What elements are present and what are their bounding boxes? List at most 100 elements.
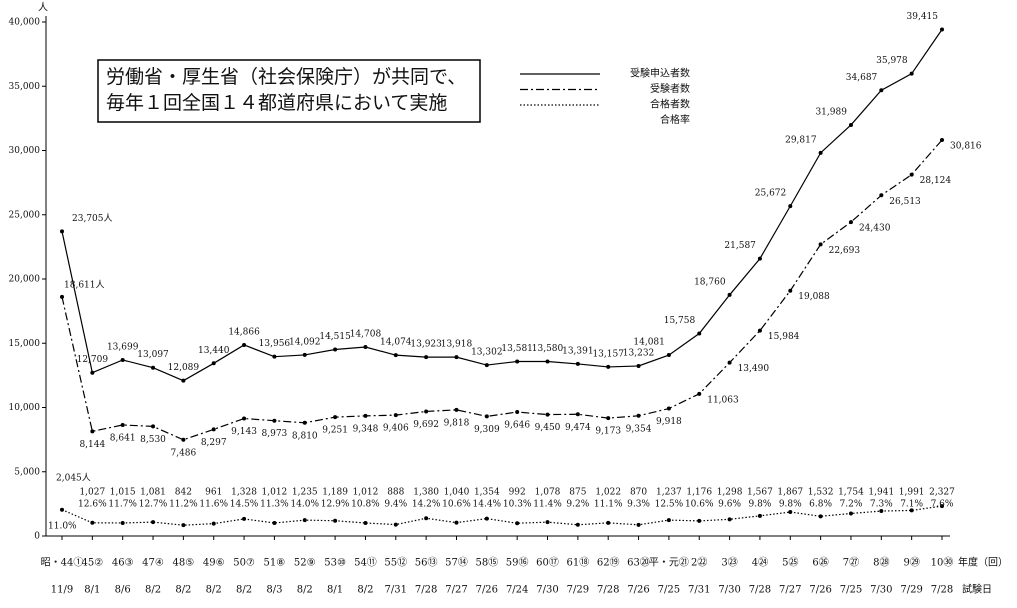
point bbox=[636, 522, 641, 527]
point bbox=[727, 360, 732, 365]
point bbox=[606, 364, 611, 369]
value-label: 1,567 bbox=[747, 488, 773, 498]
point bbox=[151, 520, 156, 525]
value-label: 992 bbox=[509, 488, 526, 498]
value-label: 39,415 bbox=[907, 12, 939, 22]
point bbox=[424, 516, 429, 521]
value-label: 1,380 bbox=[413, 488, 439, 498]
date-label: 7/29 bbox=[567, 585, 589, 596]
value-label: 13,490 bbox=[738, 364, 770, 374]
value-label: 1,354 bbox=[474, 488, 500, 498]
value-label: 9,309 bbox=[474, 425, 500, 435]
legend-label: 受験申込者数 bbox=[630, 67, 690, 80]
value-label: 961 bbox=[205, 488, 222, 498]
value-label: 22,693 bbox=[829, 246, 861, 256]
value-label: 1,012 bbox=[262, 488, 288, 498]
value-label: 1,328 bbox=[231, 488, 257, 498]
point bbox=[818, 242, 823, 247]
point bbox=[484, 414, 489, 419]
date-label: 8/1 bbox=[327, 585, 343, 596]
point bbox=[484, 363, 489, 368]
series-line bbox=[61, 505, 943, 526]
point bbox=[848, 511, 853, 516]
x-tick-label: 2㉒ bbox=[691, 557, 707, 569]
value-label: 12.7% bbox=[139, 500, 168, 510]
value-label: 9,143 bbox=[231, 427, 257, 437]
value-label: 8,973 bbox=[262, 429, 288, 439]
point bbox=[454, 355, 459, 360]
value-label: 875 bbox=[569, 488, 586, 498]
y-tick-label: 5,000 bbox=[14, 467, 40, 477]
value-label: 9.6% bbox=[718, 500, 741, 510]
point bbox=[211, 521, 216, 526]
legend-label: 合格者数 bbox=[650, 98, 690, 111]
value-label: 23,705人 bbox=[72, 213, 113, 224]
point bbox=[666, 353, 671, 358]
x-tick-label: 9㉙ bbox=[903, 557, 919, 569]
value-label: 28,124 bbox=[920, 176, 952, 186]
point bbox=[120, 357, 125, 362]
value-label: 18,611人 bbox=[64, 279, 105, 290]
point bbox=[879, 88, 884, 93]
y-tick-label: 20,000 bbox=[9, 275, 41, 285]
date-label: 8/3 bbox=[266, 585, 282, 596]
y-unit: 人 bbox=[38, 2, 48, 14]
value-label: 11,063 bbox=[707, 395, 739, 405]
value-label: 24,430 bbox=[859, 224, 891, 234]
series-line bbox=[61, 139, 943, 441]
value-label: 8,810 bbox=[292, 431, 318, 441]
value-label: 7.1% bbox=[900, 500, 923, 510]
date-label: 7/25 bbox=[658, 585, 680, 596]
point bbox=[424, 355, 429, 360]
point bbox=[606, 520, 611, 525]
value-label: 13,923 bbox=[410, 340, 442, 350]
point bbox=[302, 352, 307, 357]
point bbox=[151, 424, 156, 429]
point bbox=[90, 370, 95, 375]
value-label: 13,232 bbox=[623, 348, 655, 358]
point bbox=[333, 347, 338, 352]
series-line bbox=[61, 29, 943, 382]
x-tick-label: 46③ bbox=[112, 558, 134, 569]
value-label: 14,074 bbox=[380, 338, 412, 348]
value-label: 13,699 bbox=[107, 342, 139, 352]
x-tick-label: 62⑲ bbox=[597, 557, 620, 569]
x-tick-label: 5㉕ bbox=[782, 557, 798, 569]
point bbox=[575, 361, 580, 366]
annotation: 毎年１回全国１４都道府県において実施 bbox=[106, 92, 447, 114]
date-label: 8/2 bbox=[236, 585, 252, 596]
point bbox=[788, 288, 793, 293]
date-label: 7/26 bbox=[627, 585, 649, 596]
point bbox=[272, 354, 277, 359]
value-label: 29,817 bbox=[785, 135, 817, 145]
date-label: 7/30 bbox=[718, 585, 740, 596]
value-label: 9,646 bbox=[504, 421, 530, 431]
value-label: 12.5% bbox=[655, 500, 684, 510]
x-tick-label: 52⑨ bbox=[294, 558, 316, 569]
x-tick-label: 51⑧ bbox=[264, 558, 286, 569]
point bbox=[757, 513, 762, 518]
point bbox=[242, 516, 247, 521]
date-label: 8/2 bbox=[357, 585, 373, 596]
date-label: 8/1 bbox=[84, 585, 100, 596]
point bbox=[515, 359, 520, 364]
x-tick-label: 6㉖ bbox=[812, 557, 828, 569]
annotation-box bbox=[97, 59, 481, 123]
value-label: 11.2% bbox=[169, 500, 198, 510]
point bbox=[727, 292, 732, 297]
value-label: 1,532 bbox=[808, 488, 834, 498]
value-label: 9,251 bbox=[322, 426, 348, 436]
date-label: 7/31 bbox=[688, 585, 710, 596]
value-label: 13,956 bbox=[259, 339, 291, 349]
value-label: 1,022 bbox=[595, 488, 621, 498]
value-label: 842 bbox=[175, 488, 192, 498]
value-label: 10.8% bbox=[351, 500, 380, 510]
value-label: 1,040 bbox=[444, 488, 470, 498]
value-label: 9,692 bbox=[413, 420, 439, 430]
y-tick-label: 0 bbox=[34, 532, 40, 542]
value-label: 34,687 bbox=[846, 73, 878, 83]
point bbox=[545, 359, 550, 364]
value-label: 15,758 bbox=[664, 316, 696, 326]
x-tick-label: 56⑬ bbox=[415, 557, 438, 569]
point bbox=[788, 204, 793, 209]
